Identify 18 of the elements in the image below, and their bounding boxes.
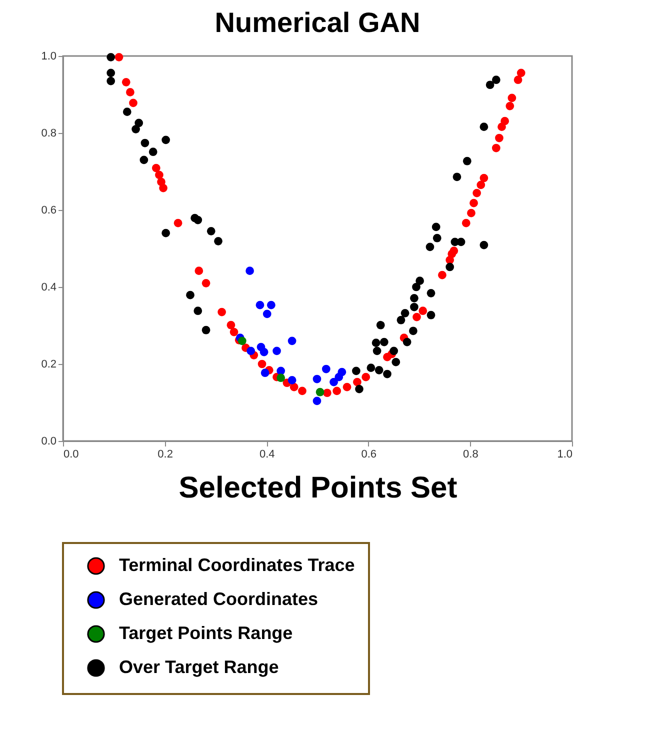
y-tick-label: 0.2 (41, 358, 56, 370)
x-tick-label: 0.8 (463, 448, 478, 460)
x-tick-label: 0.6 (361, 448, 377, 460)
y-tick-label: 0.0 (41, 436, 56, 448)
legend-label: Terminal Coordinates Trace (119, 555, 355, 575)
chart-title: Numerical GAN (214, 7, 420, 38)
x-tick-label: 1.0 (557, 448, 572, 460)
legend-label: Over Target Range (119, 657, 279, 677)
y-tick-label: 0.8 (41, 128, 56, 140)
x-tick-label: 0.4 (259, 448, 275, 460)
y-tick-label: 1.0 (41, 50, 56, 62)
x-tick-label: 0.2 (158, 448, 173, 460)
legend-label: Target Points Range (119, 623, 293, 643)
legend-label: Generated Coordinates (119, 589, 318, 609)
y-tick-label: 0.6 (41, 204, 56, 216)
x-tick-label: 0.0 (64, 448, 79, 460)
x-axis-title: Selected Points Set (178, 472, 458, 504)
y-tick-label: 0.4 (41, 282, 56, 294)
